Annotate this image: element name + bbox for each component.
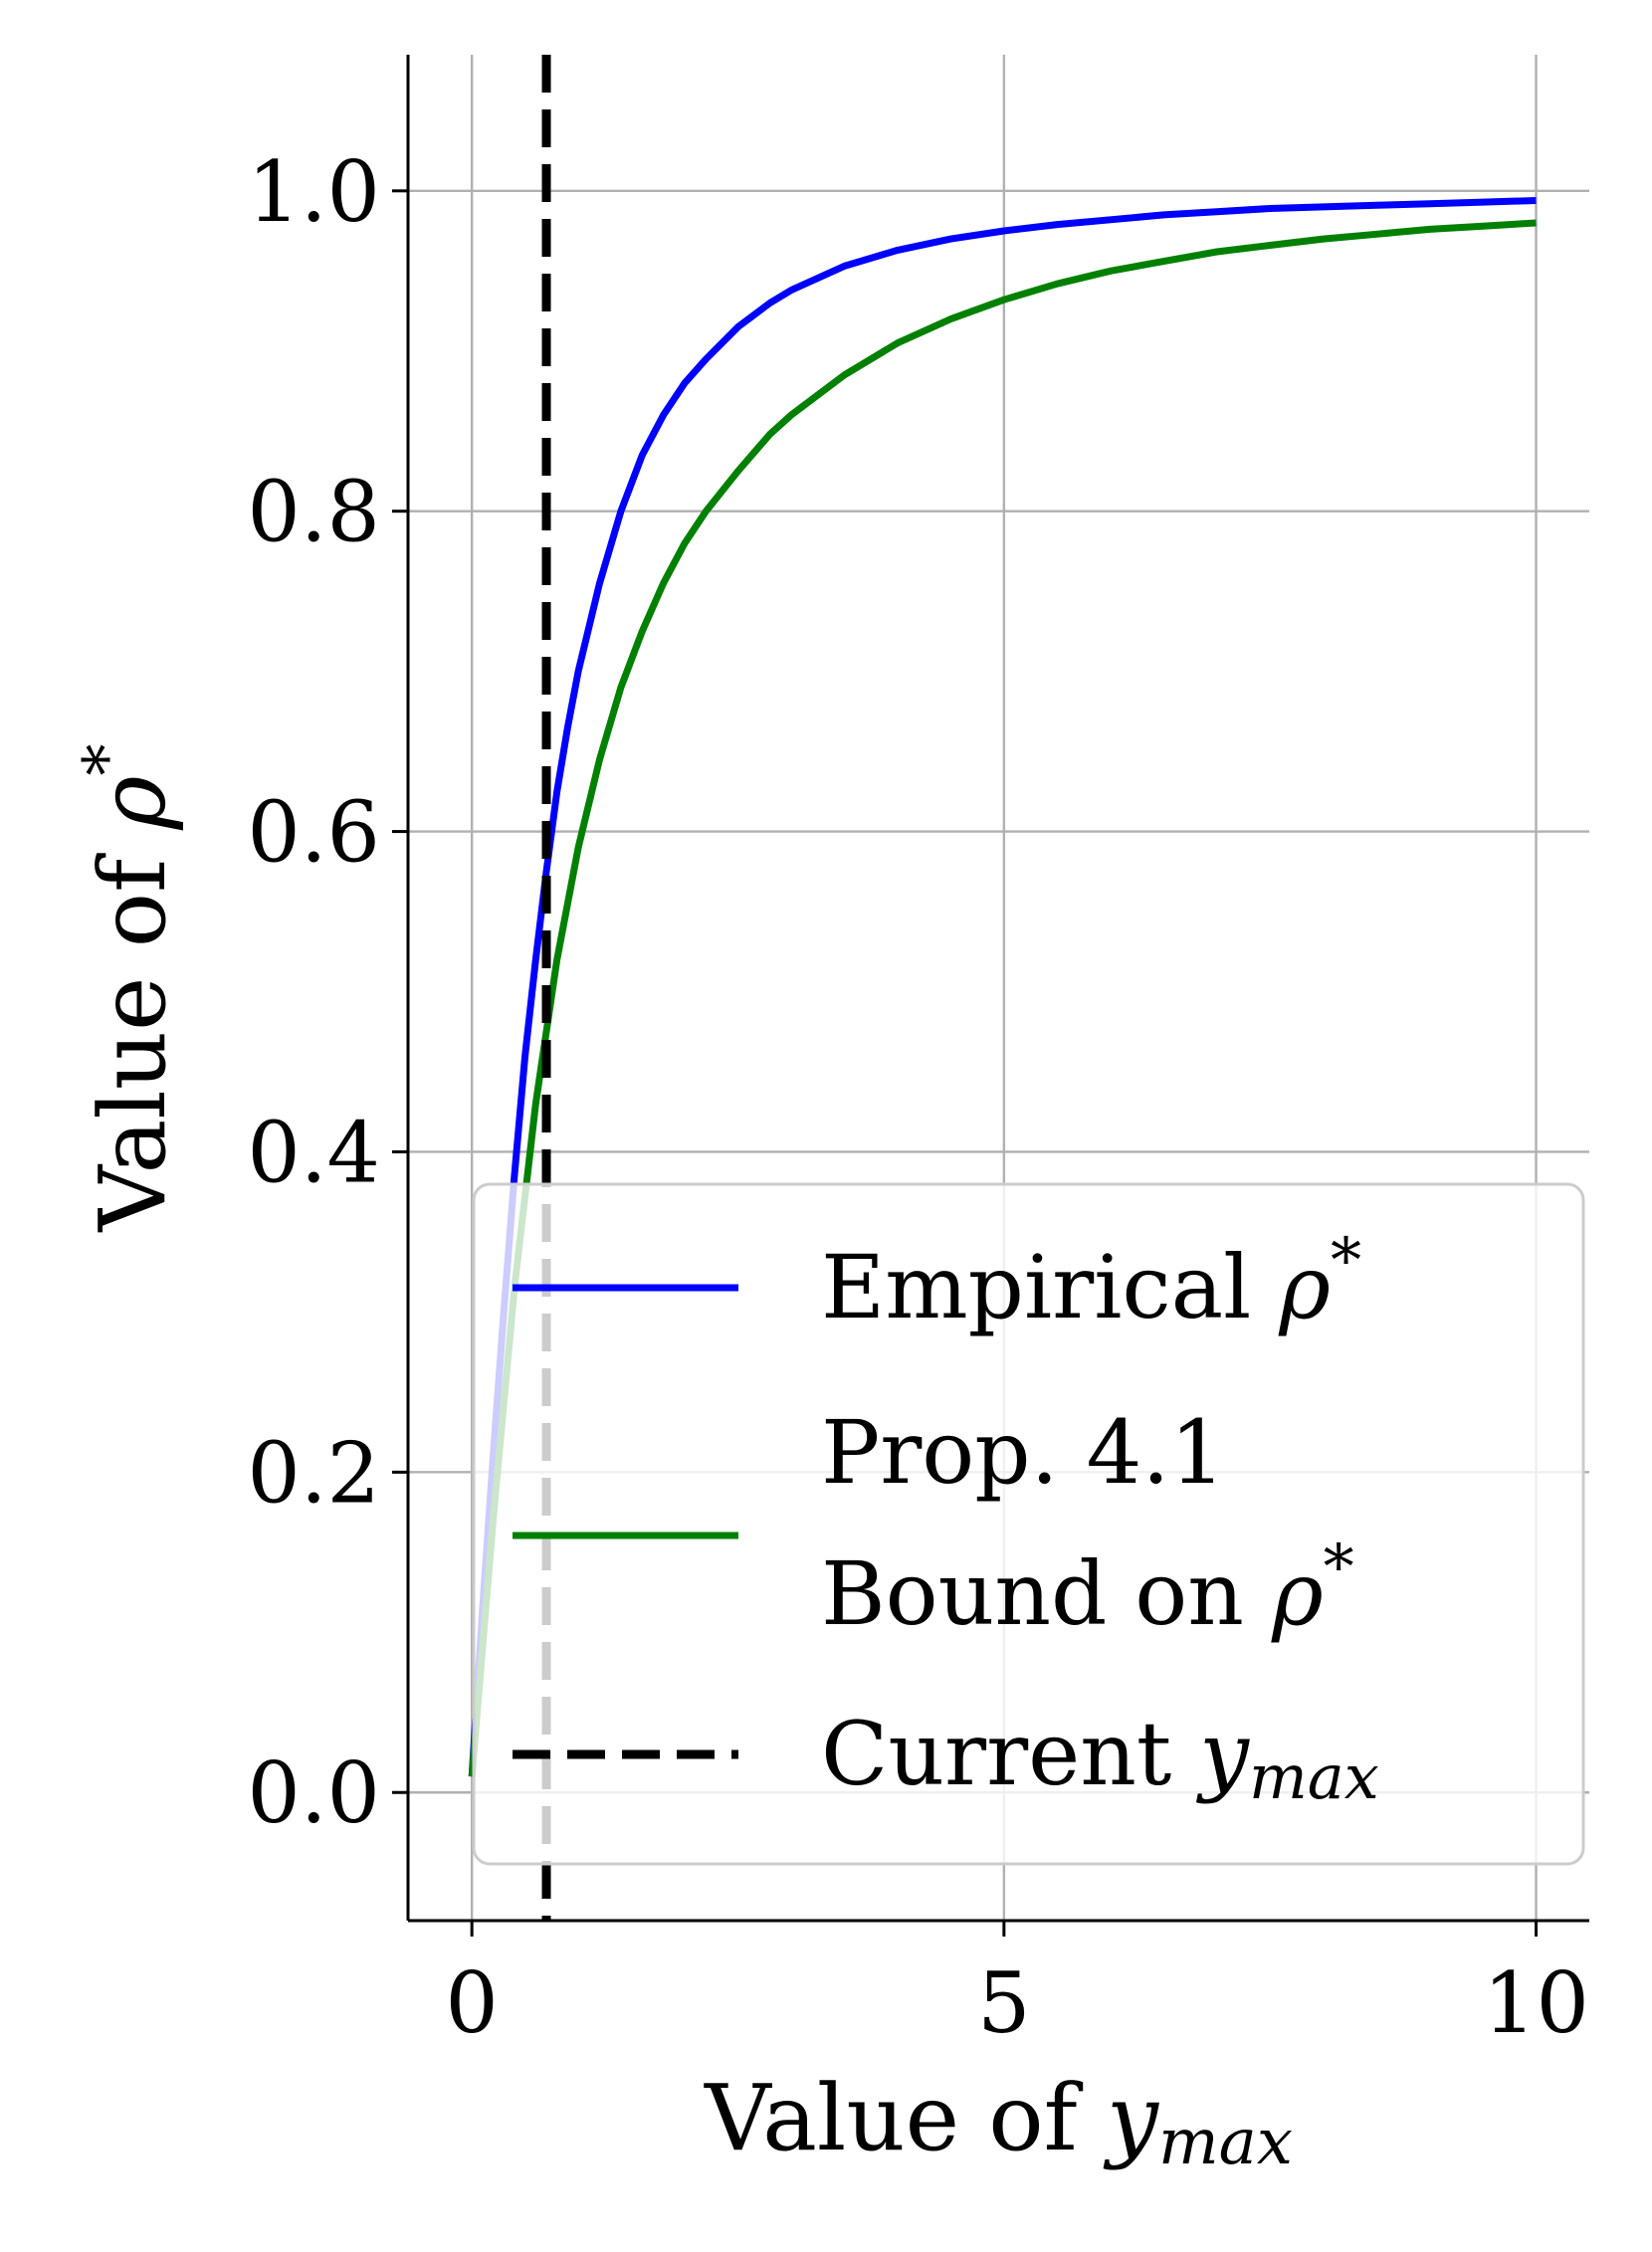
x-tick-label: 5 (977, 1954, 1030, 2052)
x-tick-label: 10 (1483, 1954, 1589, 2052)
legend-label-bound-line2: Bound on ρ* (821, 1531, 1354, 1645)
legend: Empirical ρ* Prop. 4.1 Bound on ρ* Current … (472, 1182, 1585, 1866)
legend-label-bound-line1: Prop. 4.1 (821, 1401, 1225, 1504)
y-tick-label: 0.8 (247, 464, 380, 561)
series-line-empirical (468, 197, 1537, 1777)
axes (392, 55, 1589, 1937)
tick-labels: 0 5 10 0.0 0.2 0.4 0.6 0.8 1.0 (247, 143, 1589, 2052)
legend-label-current-ymax: Current ymax (821, 1703, 1379, 1813)
axis-labels: Value of ymax Value of ρ* (71, 744, 1293, 2180)
y-tick-label: 0.2 (247, 1424, 380, 1522)
legend-box (472, 1182, 1585, 1866)
series-line-bound (468, 219, 1537, 1777)
y-tick-label: 0.0 (247, 1744, 380, 1842)
x-axis-label: Value of ymax (704, 2065, 1293, 2179)
x-tick-label: 0 (445, 1954, 498, 2052)
y-tick-label: 1.0 (247, 143, 380, 241)
y-axis-label: Value of ρ* (71, 744, 186, 1233)
legend-label-empirical: Empirical ρ* (821, 1224, 1361, 1338)
y-tick-label: 0.4 (247, 1104, 380, 1201)
y-tick-label: 0.6 (247, 784, 380, 882)
